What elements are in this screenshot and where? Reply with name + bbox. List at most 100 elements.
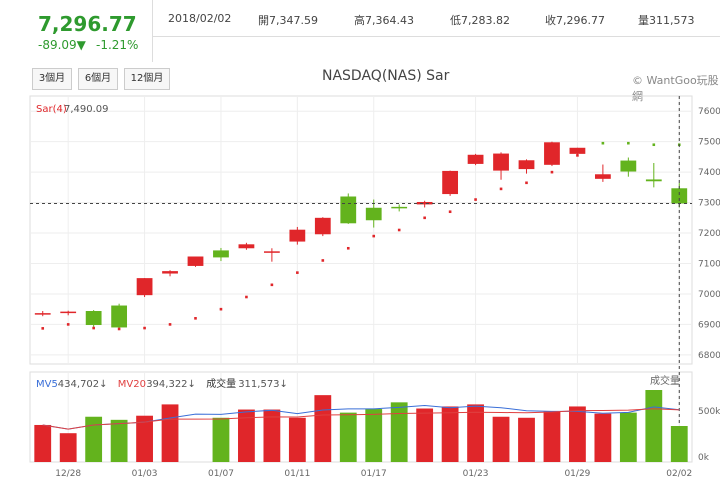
candle-body: [645, 179, 662, 182]
sar-dot: [66, 323, 70, 326]
candle-body: [136, 278, 153, 296]
volume-panel-title: 成交量: [650, 374, 680, 387]
volume-bar: [85, 416, 103, 462]
volume-bar: [136, 415, 153, 462]
volume-bar: [365, 409, 383, 462]
stat-close: 收7,296.77: [545, 14, 605, 27]
sar-dot: [448, 210, 452, 214]
volume-legend-value: 311,573↓: [238, 379, 288, 390]
stat-volume: 量311,573: [638, 14, 695, 27]
sar-dot: [652, 143, 656, 147]
volume-bar: [492, 416, 510, 462]
volume-bar: [441, 406, 459, 462]
sar-dot: [525, 181, 528, 185]
tab-6-months[interactable]: 6個月: [78, 68, 118, 90]
volume-bar: [594, 413, 612, 462]
volume-legend-label: MV20: [118, 379, 146, 390]
price-block: 7,296.77 -89.09▼ -1.21%: [0, 0, 153, 62]
candle-body: [187, 256, 204, 266]
volume-bar: [59, 433, 77, 462]
tab-12-months[interactable]: 12個月: [124, 68, 170, 90]
stat-date: 2018/02/02: [168, 12, 232, 25]
volume-tick-label: 500k: [698, 407, 720, 417]
sar-legend-value: 7,490.09: [64, 104, 109, 115]
x-tick-label: 01/03: [132, 469, 158, 479]
y-tick-label: 7600: [698, 107, 720, 117]
y-tick-label: 7400: [698, 168, 720, 178]
volume-legend-label: MV5: [36, 379, 58, 390]
volume-bar: [314, 395, 332, 462]
sar-dot: [143, 326, 146, 330]
candle-body: [85, 311, 102, 326]
volume-bar: [670, 426, 688, 462]
mv20-line: [42, 408, 680, 430]
price-change: -89.09▼: [38, 38, 86, 52]
sar-dot: [397, 228, 401, 232]
sar-dot: [372, 234, 376, 238]
volume-bar: [288, 417, 306, 462]
y-tick-label: 7200: [698, 229, 720, 239]
volume-bar: [467, 404, 484, 462]
x-tick-label: 02/02: [666, 469, 692, 479]
volume-bar: [416, 408, 434, 462]
sar-dot: [601, 141, 605, 145]
chart-title: NASDAQ(NAS) Sar: [322, 68, 450, 84]
candle-body: [416, 201, 433, 205]
volume-bar: [619, 412, 637, 462]
candle-body: [620, 160, 637, 172]
volume-bar: [543, 411, 561, 462]
header-divider: [152, 36, 720, 37]
candle-body: [671, 188, 688, 204]
x-tick-label: 01/29: [564, 469, 590, 479]
volume-bar: [569, 406, 586, 462]
candle-body: [594, 174, 611, 179]
y-tick-label: 7300: [698, 199, 720, 209]
x-tick-label: 01/17: [361, 469, 387, 479]
stat-open: 開7,347.59: [258, 14, 318, 27]
sar-dot: [219, 307, 223, 311]
volume-bar: [212, 417, 230, 462]
price-panel-frame: [29, 95, 693, 365]
sar-dot: [627, 141, 630, 145]
candle-body: [111, 305, 128, 328]
sar-dot: [92, 326, 95, 330]
last-price: 7,296.77: [38, 12, 137, 36]
candle-body: [340, 196, 357, 224]
volume-bar: [34, 424, 52, 462]
volume-legend-value: 394,322↓: [146, 379, 196, 390]
candle-body: [238, 244, 255, 249]
candle-body: [34, 313, 51, 315]
sar-dot: [168, 323, 172, 326]
y-tick-label: 7500: [698, 138, 720, 148]
x-tick-label: 01/23: [463, 469, 489, 479]
stat-high: 高7,364.43: [354, 14, 414, 27]
sar-dot: [576, 154, 579, 157]
sar-dot: [245, 295, 248, 299]
volume-bar: [518, 417, 535, 462]
sar-dot: [550, 170, 554, 174]
candle-body: [442, 170, 459, 195]
sar-dot: [117, 327, 121, 331]
volume-bar: [263, 409, 281, 462]
price-change-pct: -1.21%: [96, 38, 139, 52]
tab-3-months[interactable]: 3個月: [32, 68, 72, 90]
y-tick-label: 7100: [698, 260, 720, 270]
volume-bar: [390, 402, 408, 462]
sar-dot: [423, 216, 426, 220]
stat-low: 低7,283.82: [450, 14, 510, 27]
sar-dot: [194, 317, 197, 320]
volume-bar: [238, 409, 255, 462]
sar-dot: [346, 246, 350, 250]
volume-bar: [161, 404, 179, 462]
quote-header: 7,296.77 -89.09▼ -1.21% 2018/02/02 開7,34…: [0, 0, 720, 62]
y-tick-label: 6900: [698, 320, 720, 330]
volume-legend-label: 成交量: [206, 377, 236, 390]
volume-panel-frame: [29, 371, 693, 463]
candle-body: [569, 147, 586, 154]
candle-body: [213, 250, 229, 258]
candle-body: [467, 154, 484, 164]
sar-dot: [41, 327, 45, 330]
sar-legend-label: Sar(4): [36, 104, 67, 115]
candle-body: [518, 160, 535, 170]
